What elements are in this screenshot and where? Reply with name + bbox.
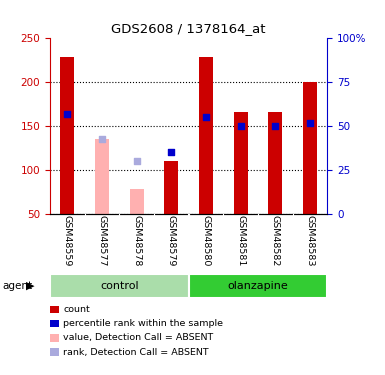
Bar (130, 189, 144, 214)
Text: count: count (63, 305, 90, 314)
Text: ▶: ▶ (26, 281, 35, 291)
Title: GDS2608 / 1378164_at: GDS2608 / 1378164_at (111, 22, 266, 35)
Text: percentile rank within the sample: percentile rank within the sample (63, 319, 223, 328)
Bar (268, 112, 282, 214)
Point (168, 149, 174, 155)
Bar (50, 274, 189, 298)
Text: olanzapine: olanzapine (228, 281, 288, 291)
Bar (199, 57, 213, 214)
Text: GSM48580: GSM48580 (201, 215, 211, 266)
Text: GSM48582: GSM48582 (271, 215, 280, 266)
Point (64, 111, 70, 117)
Text: GSM48579: GSM48579 (167, 215, 176, 266)
Bar (189, 274, 327, 298)
Point (99, 136, 105, 142)
Text: GSM48577: GSM48577 (97, 215, 107, 266)
Point (203, 114, 209, 120)
Text: value, Detection Call = ABSENT: value, Detection Call = ABSENT (63, 333, 213, 342)
Point (272, 123, 278, 129)
Bar (95, 139, 109, 214)
Bar (164, 161, 178, 214)
Text: GSM48559: GSM48559 (63, 215, 72, 266)
Text: GSM48581: GSM48581 (236, 215, 245, 266)
Text: agent: agent (2, 281, 32, 291)
Bar (303, 82, 317, 214)
Point (134, 158, 140, 164)
Point (238, 123, 244, 129)
Text: GSM48583: GSM48583 (305, 215, 315, 267)
Bar (60, 57, 74, 214)
Text: GSM48578: GSM48578 (132, 215, 141, 266)
Text: rank, Detection Call = ABSENT: rank, Detection Call = ABSENT (63, 348, 209, 357)
Bar (234, 112, 248, 214)
Text: control: control (100, 281, 139, 291)
Point (307, 120, 313, 126)
